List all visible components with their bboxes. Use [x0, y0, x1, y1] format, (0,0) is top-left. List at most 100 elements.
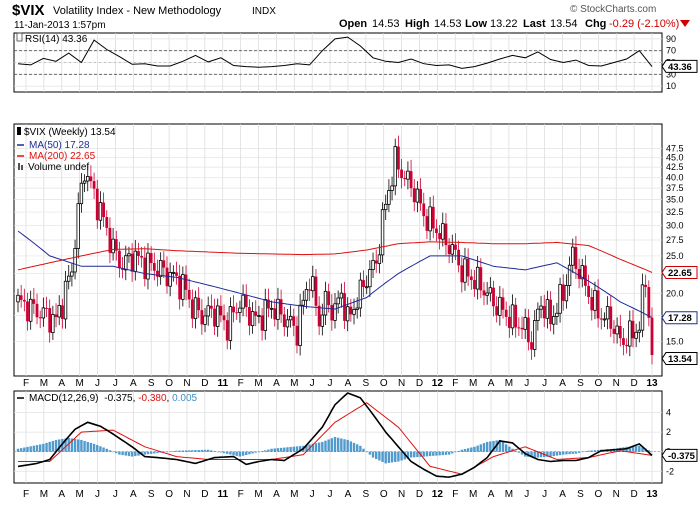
candle-body: [574, 247, 578, 269]
candle-body: [625, 344, 629, 347]
exchange-label: INDX: [252, 6, 276, 17]
candle-body: [352, 309, 356, 315]
candle-body: [397, 146, 400, 170]
macd-x-tick-label: 12: [432, 489, 444, 500]
macd-histogram-bar: [80, 439, 83, 452]
macd-histogram-bar: [355, 444, 359, 452]
grid-lines: [14, 33, 662, 483]
macd-histogram-bar: [207, 449, 210, 452]
candle-body: [485, 292, 489, 296]
macd-histogram-bar: [260, 451, 264, 452]
rsi-last-badge-text: 43.36: [668, 62, 692, 73]
candle-body: [41, 307, 46, 319]
ma200-badge-text: 22.65: [668, 268, 692, 279]
macd-histogram-bar: [489, 441, 492, 452]
macd-histogram-bar: [378, 451, 381, 461]
macd-legend-signal: -0.380: [138, 393, 167, 404]
candle-body: [358, 279, 363, 309]
macd-histogram-bar: [473, 446, 476, 452]
macd-histogram-bar: [470, 447, 473, 452]
candle-body: [314, 276, 318, 306]
macd-histogram-bar: [203, 449, 207, 452]
macd-last-badge: -0.375: [661, 448, 698, 462]
candle-body: [98, 202, 103, 221]
candle-body: [523, 317, 527, 330]
candle-body: [650, 317, 654, 356]
candle-body: [295, 325, 299, 346]
macd-histogram-bar: [375, 451, 378, 460]
candle-body: [238, 307, 242, 313]
candle-body: [108, 227, 112, 253]
macd-histogram-bar: [314, 443, 318, 452]
macd-x-tick-label: M: [469, 489, 477, 500]
price-x-tick-label: M: [505, 378, 513, 389]
open-label: Open: [339, 18, 367, 30]
macd-histogram-bar: [593, 450, 597, 452]
candle-body: [57, 305, 61, 318]
candle-body: [301, 299, 305, 306]
macd-x-axis: F M A M J J A S O N D 11 F M A M J J A S O N D 12 F M A M J J A S O N D 13: [23, 489, 658, 500]
candle-body: [175, 272, 178, 276]
price-x-tick-label: M: [75, 378, 83, 389]
candle-body: [343, 293, 346, 321]
candle-body: [536, 308, 540, 321]
macd-x-tick-label: J: [113, 489, 118, 500]
candle-body: [273, 308, 277, 320]
price-tick-label: 32.5: [666, 207, 684, 217]
price-x-tick-label: O: [380, 378, 388, 389]
candle-body: [137, 251, 140, 257]
macd-histogram-bar: [400, 451, 403, 461]
candle-body: [22, 299, 26, 302]
macd-histogram-bar: [165, 451, 169, 453]
candle-body: [526, 317, 530, 343]
candle-body: [111, 238, 115, 254]
macd-histogram-bar: [346, 439, 349, 452]
candle-body: [539, 305, 543, 310]
candle-body: [545, 299, 550, 319]
chg-value: -0.29 (-2.10%): [609, 18, 679, 30]
macd-histogram-bar: [175, 450, 178, 452]
macd-histogram-bar: [581, 451, 584, 453]
macd-x-tick-label: O: [165, 489, 173, 500]
candle-body: [35, 303, 39, 318]
candle-body: [184, 274, 188, 290]
candle-body: [73, 248, 77, 273]
price-last-badge-frame: [661, 352, 698, 366]
candle-body: [92, 181, 96, 189]
candle-body: [447, 245, 451, 255]
price-x-tick-label: D: [201, 378, 208, 389]
price-legend-label: $VIX (Weekly) 13.54: [24, 127, 116, 138]
price-tick-label: 47.5: [666, 144, 684, 154]
candle-body: [612, 328, 616, 334]
macd-histogram-bar: [387, 451, 391, 463]
candle-body: [387, 190, 391, 205]
macd-histogram-bar: [156, 451, 159, 454]
price-x-tick-label: A: [273, 378, 280, 389]
low-label: Low: [465, 18, 487, 30]
candle-body: [631, 320, 635, 339]
candle-body: [590, 297, 594, 311]
macd-panel: [13, 390, 663, 484]
candle-body: [79, 182, 84, 205]
macd-histogram-bar: [409, 451, 413, 458]
price-tick-label: 35.0: [666, 195, 684, 205]
candle-body: [371, 260, 375, 270]
macd-histogram-bar: [650, 451, 654, 453]
candle-body: [178, 275, 182, 300]
candle-body: [197, 297, 201, 311]
macd-histogram-bar: [134, 451, 137, 457]
candle-body: [409, 171, 413, 189]
low-value: 13.22: [490, 18, 518, 30]
macd-legend-sep2: ,: [167, 393, 173, 404]
macd-histogram-bar: [251, 451, 254, 454]
candle-body: [127, 253, 131, 257]
candle-body: [333, 303, 337, 321]
candle-body: [507, 316, 511, 328]
macd-histogram-bar: [577, 451, 581, 453]
candle-body: [219, 305, 223, 316]
macd-histogram-bar: [92, 443, 96, 452]
price-x-tick-label: J: [310, 378, 315, 389]
candle-body: [298, 304, 302, 347]
macd-histogram-bar: [38, 444, 42, 452]
candle-body: [393, 146, 397, 187]
